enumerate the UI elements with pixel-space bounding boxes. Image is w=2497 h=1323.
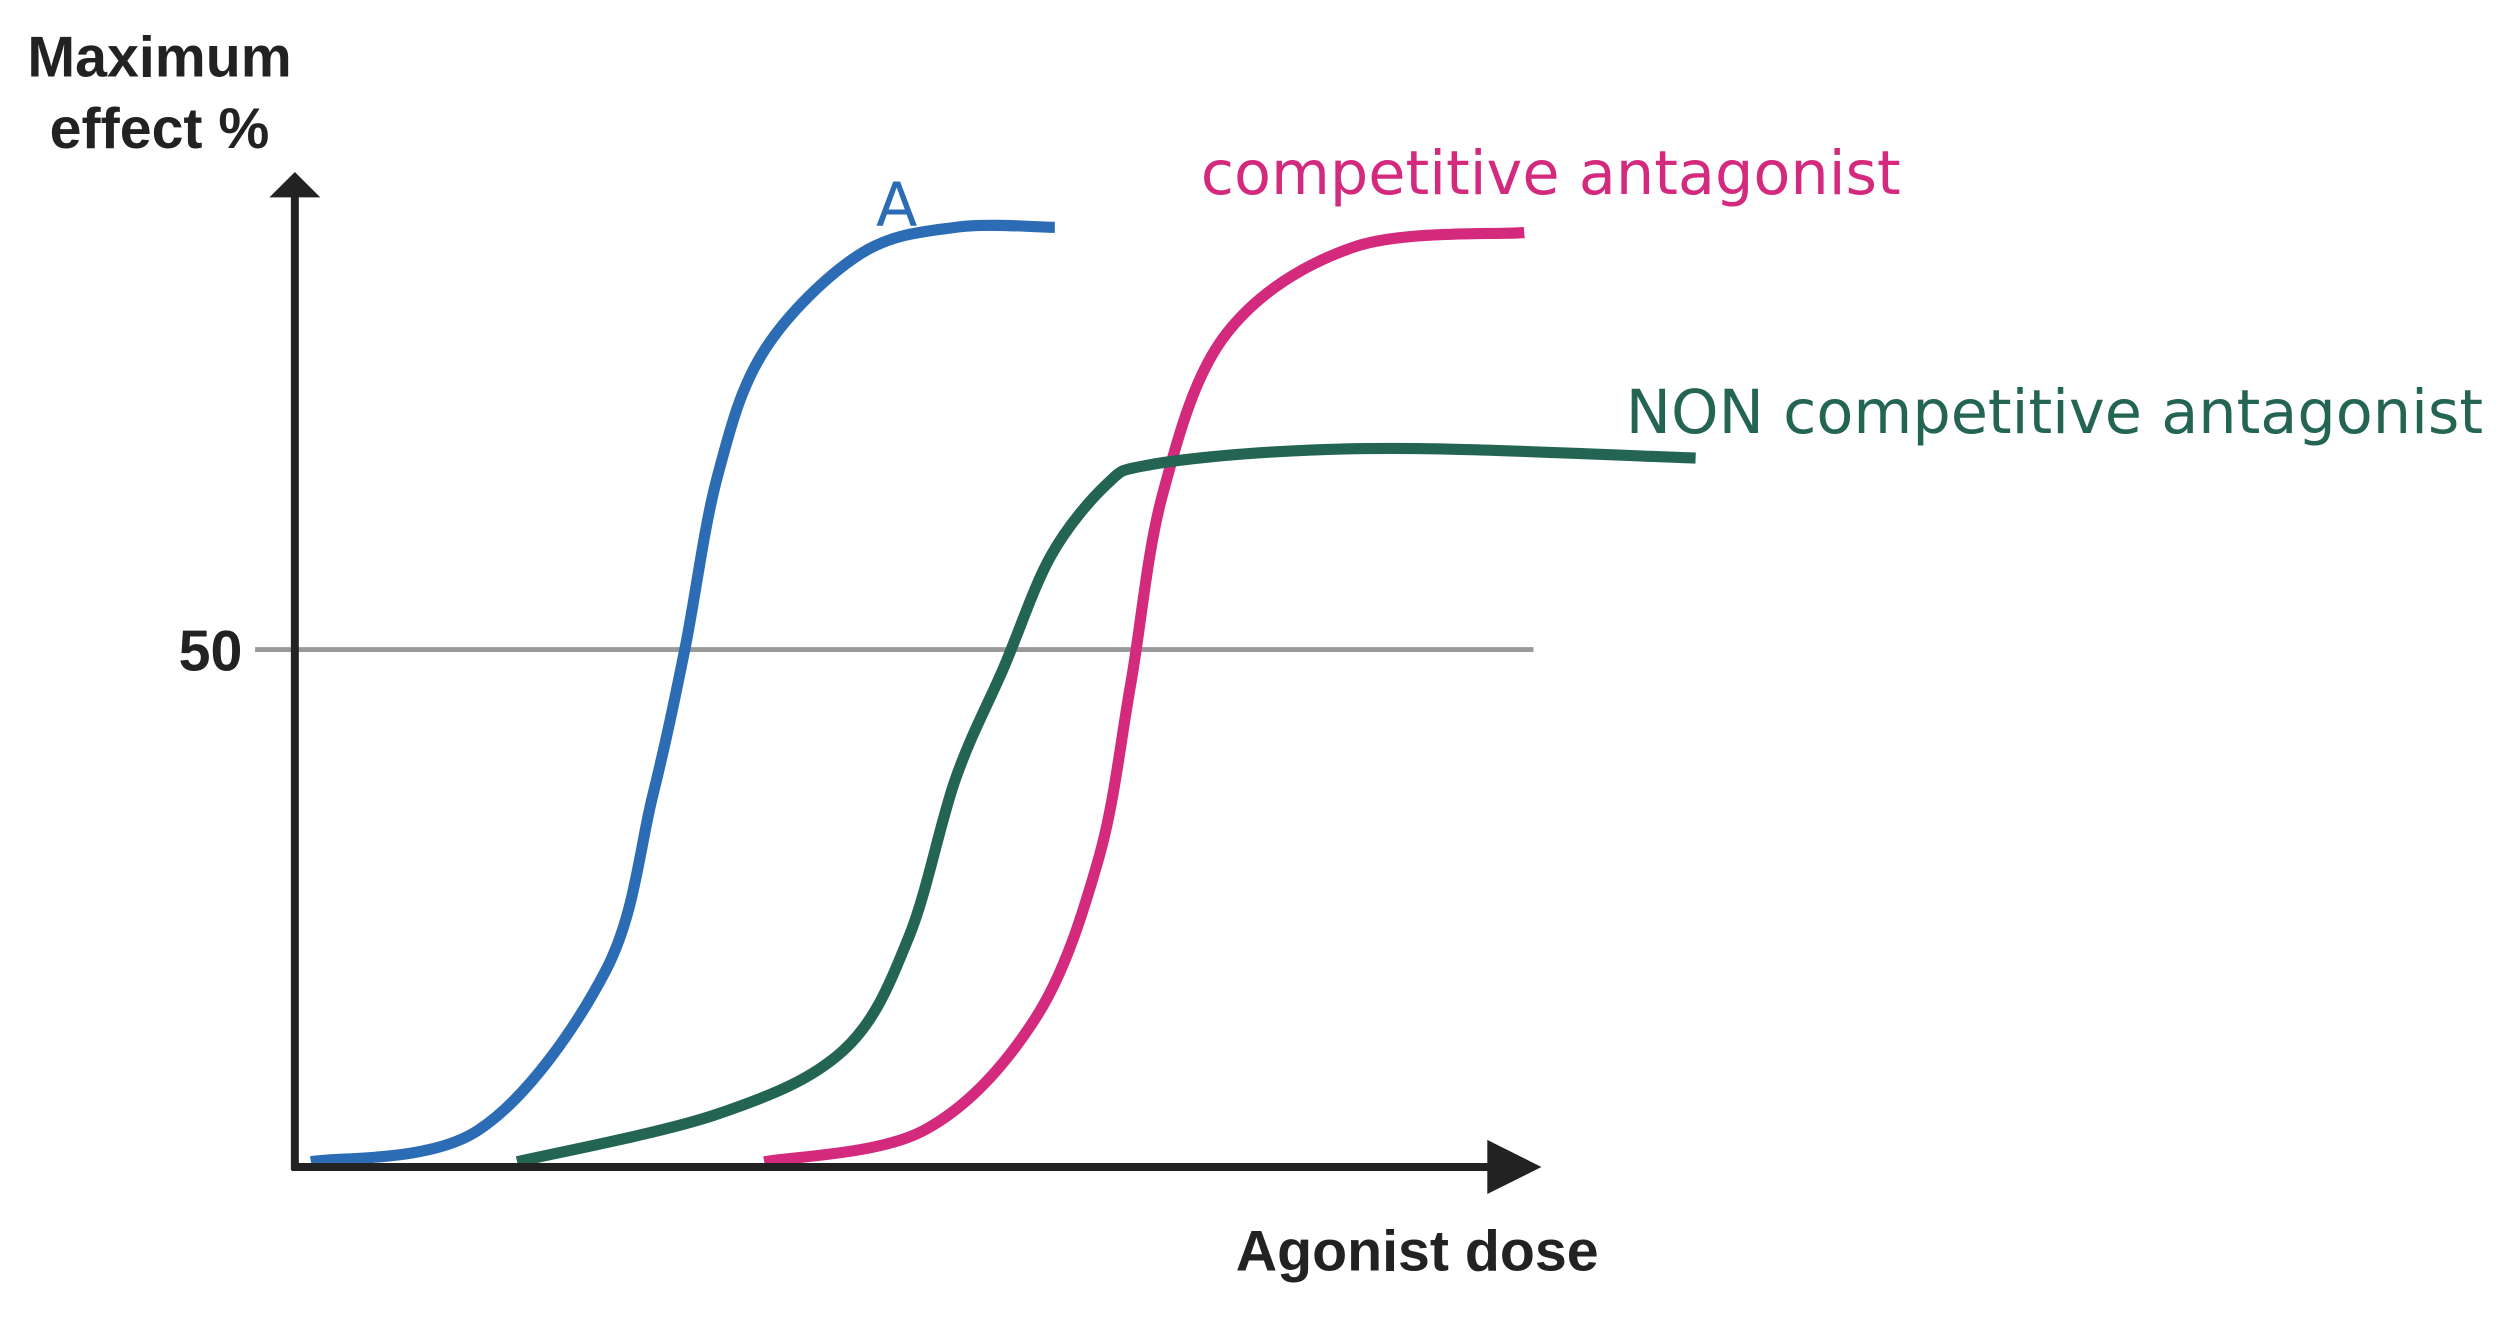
series-line-non-competitive-antagonist	[515, 442, 1696, 1168]
y-axis-title-line-1: Maximum	[27, 25, 291, 89]
series-line-a	[309, 219, 1055, 1168]
y-axis-arrow-icon	[269, 171, 321, 198]
series-label-non-competitive-antagonist: NON competitive antagonist	[1626, 378, 2483, 448]
series-label-competitive-antagonist: competitive antagonist	[1201, 139, 1901, 209]
y-axis-title-line-2: effect %	[50, 97, 270, 161]
x-axis-arrow-icon	[1487, 1139, 1542, 1195]
x-axis-title: Agonist dose	[1236, 1219, 1599, 1283]
series-label-a: A	[876, 171, 917, 241]
y-tick-label-50: 50	[179, 619, 243, 683]
series-line-competitive-antagonist	[763, 226, 1525, 1168]
